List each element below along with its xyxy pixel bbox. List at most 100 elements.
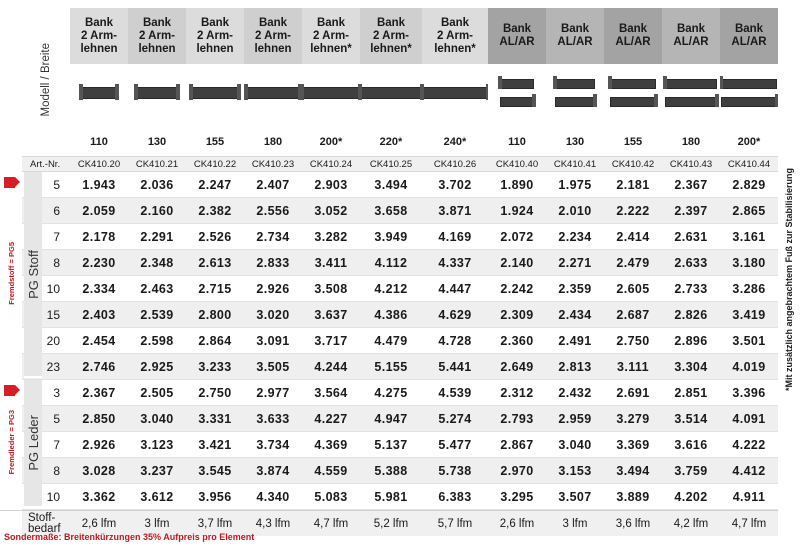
- price-value: 3.633: [244, 406, 302, 432]
- price-value: 2.234: [546, 224, 604, 250]
- column-header-name: Bank AL/AR: [662, 8, 720, 64]
- price-value: 3.564: [302, 380, 360, 406]
- price-value: 5.441: [422, 354, 488, 380]
- price-group-label: PG Leder: [25, 415, 41, 471]
- price-value: 2.432: [546, 380, 604, 406]
- header-names-row: Modell / Breite Bank 2 Arm- lehnen Bank 2…: [0, 8, 778, 156]
- stabilization-note: *Mit zusätzlich angebrachtem Fuß zur Sta…: [780, 168, 798, 528]
- price-value: 2.687: [604, 302, 662, 328]
- price-value: 4.728: [422, 328, 488, 354]
- column-width: 130: [128, 128, 186, 156]
- price-value: 2.403: [70, 302, 128, 328]
- price-value: 2.181: [604, 172, 662, 198]
- price-value: 3.295: [488, 484, 546, 510]
- column-width: 200*: [720, 128, 778, 156]
- price-value: 3.123: [128, 432, 186, 458]
- price-value: 3.501: [720, 328, 778, 354]
- header-images-row: [0, 64, 778, 128]
- price-value: 2.633: [662, 250, 720, 276]
- price-value: 2.813: [546, 354, 604, 380]
- price-value: 2.242: [488, 276, 546, 302]
- price-value: 2.750: [604, 328, 662, 354]
- column-width: 200*: [302, 128, 360, 156]
- price-value: 4.244: [302, 354, 360, 380]
- price-value: 3.702: [422, 172, 488, 198]
- price-value: 2.160: [128, 198, 186, 224]
- price-value: 4.479: [360, 328, 422, 354]
- price-value: 3.759: [662, 458, 720, 484]
- price-value: 4.369: [302, 432, 360, 458]
- bench-illustration-cell: [488, 64, 546, 128]
- price-value: 2.397: [662, 198, 720, 224]
- price-value: 3.545: [186, 458, 244, 484]
- price-value: 2.491: [546, 328, 604, 354]
- article-number: CK410.43: [662, 156, 720, 172]
- column-header-name: Bank 2 Arm- lehnen*: [302, 8, 360, 64]
- price-row: 10 3.362 3.612 3.956 4.340 5.083 5.981 6.383 3.2…: [0, 484, 778, 510]
- bench-illustration-cell: [662, 64, 720, 128]
- material-note-cell: Fremdleder = PG3: [0, 380, 22, 510]
- red-marker-icon: [4, 385, 20, 396]
- price-value: 2.454: [70, 328, 128, 354]
- price-value: 3.331: [186, 406, 244, 432]
- price-value: 3.286: [720, 276, 778, 302]
- price-value: 4.212: [360, 276, 422, 302]
- price-value: 2.800: [186, 302, 244, 328]
- fabric-requirement-value: 3 lfm: [546, 510, 604, 536]
- price-value: 3.396: [720, 380, 778, 406]
- price-value: 4.947: [360, 406, 422, 432]
- price-value: 3.505: [244, 354, 302, 380]
- price-value: 3.514: [662, 406, 720, 432]
- fabric-requirement-value: 2,6 lfm: [488, 510, 546, 536]
- price-value: 3.874: [244, 458, 302, 484]
- price-value: 2.734: [244, 224, 302, 250]
- price-value: 5.137: [360, 432, 422, 458]
- price-value: 2.367: [70, 380, 128, 406]
- fabric-requirement-value: 4,3 lfm: [244, 510, 302, 536]
- price-row: 5 2.850 3.040 3.331 3.633 4.227 4.947 5.274 2.79…: [0, 406, 778, 432]
- price-value: 2.691: [604, 380, 662, 406]
- price-value: 4.275: [360, 380, 422, 406]
- price-value: 2.605: [604, 276, 662, 302]
- side-spacer: [0, 8, 22, 156]
- price-value: 3.237: [128, 458, 186, 484]
- fabric-requirement-row: Stoff- bedarf 2,6 lfm 3 lfm 3,7 lfm 4,3 lfm 4…: [0, 510, 778, 536]
- price-value: 2.833: [244, 250, 302, 276]
- price-value: 2.864: [186, 328, 244, 354]
- fabric-requirement-value: 3,7 lfm: [186, 510, 244, 536]
- price-value: 2.715: [186, 276, 244, 302]
- column-header-name: Bank 2 Arm- lehnen*: [360, 8, 422, 64]
- column-header-name: Bank 2 Arm- lehnen: [186, 8, 244, 64]
- price-value: 3.279: [604, 406, 662, 432]
- price-value: 3.362: [70, 484, 128, 510]
- price-value: 2.178: [70, 224, 128, 250]
- price-value: 4.386: [360, 302, 422, 328]
- price-value: 2.631: [662, 224, 720, 250]
- fabric-requirement-value: 4,7 lfm: [720, 510, 778, 536]
- price-value: 2.903: [302, 172, 360, 198]
- bench-illustration-cell: [546, 64, 604, 128]
- price-value: 3.658: [360, 198, 422, 224]
- price-value: 3.871: [422, 198, 488, 224]
- price-value: 2.733: [662, 276, 720, 302]
- price-value: 2.613: [186, 250, 244, 276]
- price-value: 3.233: [186, 354, 244, 380]
- price-value: 2.867: [488, 432, 546, 458]
- price-value: 2.360: [488, 328, 546, 354]
- price-value: 1.890: [488, 172, 546, 198]
- price-value: 4.019: [720, 354, 778, 380]
- price-value: 5.738: [422, 458, 488, 484]
- material-note: Fremdleder = PG3: [6, 410, 16, 475]
- special-sizes-note: Sondermaße: Breitenkürzungen 35% Aufprei…: [4, 532, 255, 542]
- price-value: 5.274: [422, 406, 488, 432]
- bench-element-icon: [608, 75, 658, 109]
- price-value: 1.943: [70, 172, 128, 198]
- price-value: 2.072: [488, 224, 546, 250]
- price-value: 3.734: [244, 432, 302, 458]
- bench-illustration-cell: [422, 64, 488, 128]
- price-value: 4.337: [422, 250, 488, 276]
- article-number: CK410.42: [604, 156, 662, 172]
- price-value: 3.111: [604, 354, 662, 380]
- column-header-name: Bank 2 Arm- lehnen: [70, 8, 128, 64]
- article-number: CK410.22: [186, 156, 244, 172]
